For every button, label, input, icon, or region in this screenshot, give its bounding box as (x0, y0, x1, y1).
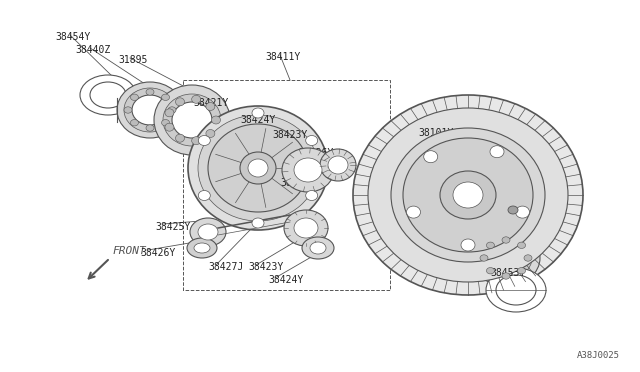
Ellipse shape (472, 230, 540, 286)
Ellipse shape (294, 158, 322, 182)
Ellipse shape (496, 275, 536, 305)
Ellipse shape (440, 171, 496, 219)
Ellipse shape (124, 88, 176, 132)
Ellipse shape (165, 123, 174, 131)
Ellipse shape (284, 210, 328, 246)
Text: 38423Y: 38423Y (248, 262, 284, 272)
Ellipse shape (168, 107, 176, 113)
Text: 38427J: 38427J (208, 262, 243, 272)
Ellipse shape (191, 137, 201, 145)
Text: 38423Y: 38423Y (272, 130, 307, 140)
Ellipse shape (306, 190, 317, 201)
Text: 38424Y: 38424Y (268, 275, 303, 285)
Text: FRONT: FRONT (112, 246, 146, 256)
Text: 38425Y: 38425Y (155, 222, 190, 232)
Text: 38424Y: 38424Y (240, 115, 275, 125)
Ellipse shape (302, 237, 334, 259)
Ellipse shape (508, 206, 518, 214)
Ellipse shape (206, 129, 215, 138)
Text: 38427Y: 38427Y (280, 178, 316, 188)
Ellipse shape (502, 237, 510, 243)
Text: 38440Z: 38440Z (75, 45, 110, 55)
Ellipse shape (175, 134, 184, 142)
Ellipse shape (490, 146, 504, 158)
Ellipse shape (518, 267, 525, 274)
Ellipse shape (461, 239, 475, 251)
Ellipse shape (198, 224, 218, 240)
Ellipse shape (502, 273, 510, 279)
Text: 38454Y: 38454Y (55, 32, 90, 42)
Ellipse shape (328, 156, 348, 174)
Ellipse shape (515, 206, 529, 218)
Text: 38101Y: 38101Y (418, 128, 453, 138)
Ellipse shape (131, 119, 138, 126)
Ellipse shape (80, 75, 136, 115)
Ellipse shape (294, 218, 318, 238)
Ellipse shape (172, 102, 212, 138)
Ellipse shape (161, 119, 170, 126)
Ellipse shape (488, 243, 524, 273)
Ellipse shape (320, 149, 356, 181)
Ellipse shape (252, 218, 264, 228)
Text: 38426Y: 38426Y (298, 148, 333, 158)
Ellipse shape (486, 242, 495, 248)
Ellipse shape (310, 242, 326, 254)
Ellipse shape (117, 82, 183, 138)
Ellipse shape (163, 94, 221, 146)
Ellipse shape (240, 152, 276, 184)
Ellipse shape (208, 124, 308, 212)
Ellipse shape (194, 243, 210, 253)
Ellipse shape (161, 94, 170, 100)
Ellipse shape (406, 206, 420, 218)
Text: 38426Y: 38426Y (140, 248, 175, 258)
Ellipse shape (480, 237, 532, 279)
Ellipse shape (188, 106, 328, 230)
Text: 38411Y: 38411Y (265, 52, 300, 62)
Ellipse shape (486, 268, 546, 312)
Ellipse shape (248, 159, 268, 177)
Text: 38102Y: 38102Y (468, 192, 503, 202)
Text: 38425Y: 38425Y (298, 163, 333, 173)
Ellipse shape (424, 151, 438, 163)
Text: 31895: 31895 (118, 55, 147, 65)
Text: 38453Y: 38453Y (490, 268, 525, 278)
Ellipse shape (131, 94, 138, 100)
Ellipse shape (124, 107, 132, 113)
Ellipse shape (206, 103, 215, 110)
Ellipse shape (486, 267, 495, 274)
Ellipse shape (211, 116, 221, 124)
Ellipse shape (198, 115, 318, 221)
Ellipse shape (132, 95, 168, 125)
Text: A38J0025: A38J0025 (577, 351, 620, 360)
Ellipse shape (165, 109, 174, 117)
Ellipse shape (146, 125, 154, 131)
Ellipse shape (154, 85, 230, 155)
Ellipse shape (198, 190, 211, 201)
Ellipse shape (187, 238, 217, 258)
Ellipse shape (282, 148, 334, 192)
Text: 38440Y: 38440Y (488, 240, 524, 250)
Ellipse shape (146, 89, 154, 95)
Ellipse shape (191, 95, 201, 103)
Ellipse shape (198, 135, 211, 145)
Ellipse shape (391, 128, 545, 262)
Ellipse shape (252, 108, 264, 118)
Ellipse shape (175, 98, 184, 106)
Ellipse shape (90, 82, 126, 108)
Ellipse shape (190, 218, 226, 246)
Ellipse shape (306, 135, 317, 145)
Ellipse shape (403, 138, 533, 252)
Ellipse shape (524, 255, 532, 261)
Ellipse shape (518, 242, 525, 248)
Ellipse shape (480, 255, 488, 261)
Ellipse shape (353, 95, 583, 295)
Text: 38421Y: 38421Y (193, 98, 228, 108)
Ellipse shape (368, 108, 568, 282)
Ellipse shape (453, 182, 483, 208)
